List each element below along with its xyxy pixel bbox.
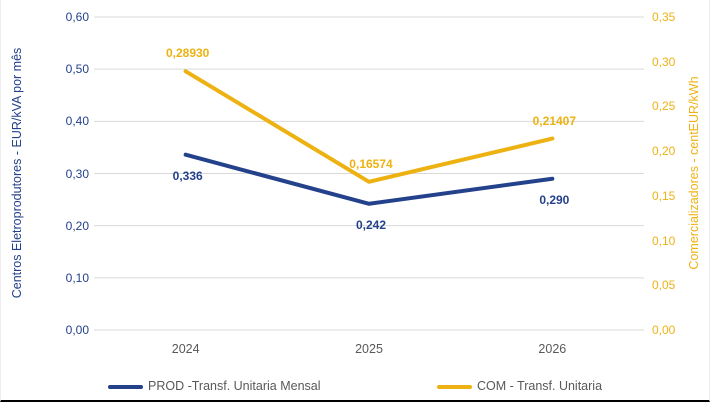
axis-tick-label: 0,20: [65, 218, 89, 233]
axis-tick-label: 0,25: [652, 99, 676, 114]
axis-tick-label: 0,10: [652, 233, 676, 248]
axis-tick-label: 0,50: [65, 62, 89, 77]
data-label: 0,290: [539, 192, 570, 207]
legend-label-prod: PROD -Transf. Unitaria Mensal: [148, 379, 321, 393]
x-axis-label: 2024: [171, 342, 200, 356]
data-label: 0,28930: [165, 46, 210, 61]
x-axis-label: 2025: [355, 342, 383, 356]
data-label: 0,16574: [349, 156, 393, 171]
legend-label-com: COM - Transf. Unitaria: [477, 379, 603, 393]
axis-tick-label: 0,10: [65, 270, 89, 285]
axis-tick-label: 0,00: [652, 323, 676, 337]
prod-line-marker: [108, 384, 143, 389]
data-label: 0,21407: [532, 113, 577, 128]
axis-tick-label: 0,00: [65, 323, 89, 337]
x-axis-label: 2026: [538, 342, 567, 356]
axis-tick-label: 0,15: [652, 188, 676, 203]
data-label: 0,242: [355, 217, 387, 232]
axis-tick-label: 0,05: [652, 278, 676, 293]
series-line-0: [183, 152, 555, 206]
axis-tick-label: 0,40: [65, 114, 89, 129]
axis-tick-label: 0,60: [65, 10, 89, 24]
data-label: 0,336: [172, 168, 203, 183]
com-line-marker: [437, 384, 472, 389]
legend-item-com: COM - Transf. Unitaria: [437, 379, 602, 394]
axis-tick-label: 0,30: [65, 166, 89, 181]
left-axis-title: Centros Eletroprodutores - EUR/kVA por m…: [10, 47, 24, 299]
axis-tick-label: 0,20: [652, 144, 676, 159]
series-line-1: [183, 69, 555, 184]
axis-tick-label: 0,30: [652, 54, 676, 69]
axis-tick-label: 0,35: [652, 10, 676, 24]
legend-item-prod: PROD -Transf. Unitaria Mensal: [108, 379, 321, 394]
